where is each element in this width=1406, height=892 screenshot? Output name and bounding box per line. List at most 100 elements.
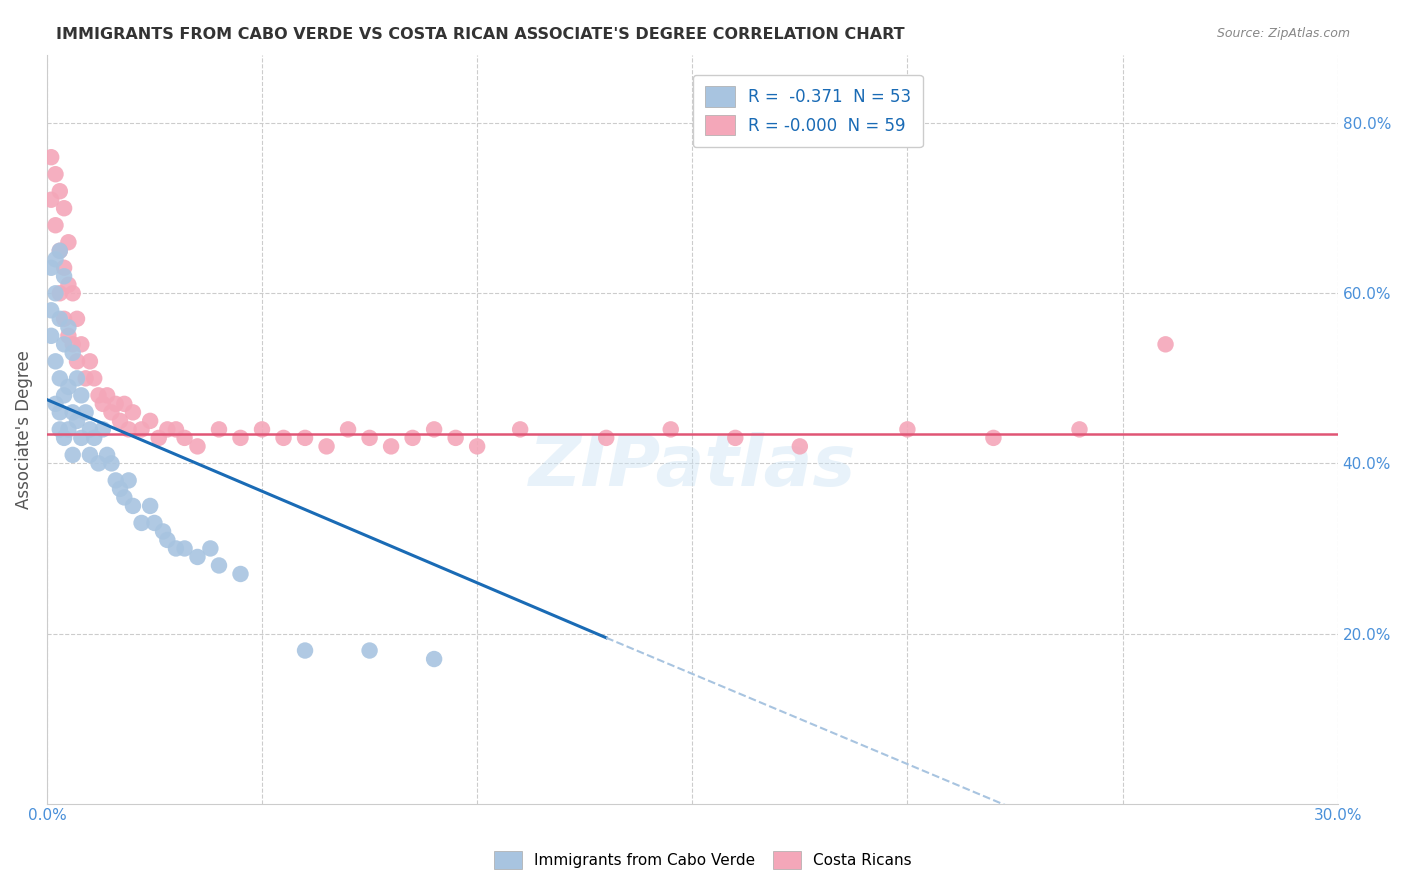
Point [156,533,179,547]
Text: ZIPatlas: ZIPatlas [529,433,856,501]
Point [108,414,131,428]
Point [49,244,72,258]
Point [143,516,166,530]
Point [62,286,84,301]
Point [250,422,273,436]
Point [75,405,97,419]
Point [44,397,66,411]
Point [595,431,617,445]
Point [58,235,80,250]
Point [91,397,114,411]
Point [39,303,62,318]
Point [79,448,101,462]
Point [39,328,62,343]
Point [465,439,488,453]
Point [96,448,118,462]
Point [359,431,381,445]
Point [49,244,72,258]
Point [91,422,114,436]
Point [208,422,231,436]
Point [789,439,811,453]
Point [337,422,360,436]
Point [39,150,62,164]
Point [423,652,446,666]
Point [983,431,1005,445]
Point [53,311,76,326]
Point [62,405,84,419]
Point [53,201,76,215]
Point [359,643,381,657]
Point [229,431,252,445]
Point [186,549,208,564]
Point [509,422,531,436]
Point [58,320,80,334]
Point [83,431,105,445]
Point [1154,337,1177,351]
Point [53,431,76,445]
Point [44,219,66,233]
Point [39,260,62,275]
Point [315,439,337,453]
Point [58,380,80,394]
Point [294,643,316,657]
Point [44,354,66,368]
Point [165,422,187,436]
Point [49,422,72,436]
Point [79,354,101,368]
Text: IMMIGRANTS FROM CABO VERDE VS COSTA RICAN ASSOCIATE'S DEGREE CORRELATION CHART: IMMIGRANTS FROM CABO VERDE VS COSTA RICA… [56,27,905,42]
Point [58,422,80,436]
Point [62,337,84,351]
Point [186,439,208,453]
Point [53,269,76,284]
Point [108,482,131,496]
Point [66,414,89,428]
Point [49,405,72,419]
Y-axis label: Associate's Degree: Associate's Degree [15,350,32,508]
Legend: R =  -0.371  N = 53, R = -0.000  N = 59: R = -0.371 N = 53, R = -0.000 N = 59 [693,75,922,147]
Point [66,354,89,368]
Point [104,474,127,488]
Point [117,422,139,436]
Point [53,337,76,351]
Point [152,524,174,539]
Point [208,558,231,573]
Point [70,337,93,351]
Point [58,328,80,343]
Point [131,516,153,530]
Point [49,184,72,198]
Point [401,431,423,445]
Point [444,431,467,445]
Point [44,167,66,181]
Point [49,286,72,301]
Point [139,414,162,428]
Point [49,311,72,326]
Point [165,541,187,556]
Point [87,457,110,471]
Point [122,499,145,513]
Point [117,474,139,488]
Point [229,566,252,581]
Point [173,541,195,556]
Point [273,431,295,445]
Point [53,260,76,275]
Point [70,388,93,402]
Point [1069,422,1091,436]
Point [100,457,122,471]
Point [104,397,127,411]
Point [62,346,84,360]
Point [148,431,170,445]
Point [131,422,153,436]
Point [173,431,195,445]
Point [100,405,122,419]
Legend: Immigrants from Cabo Verde, Costa Ricans: Immigrants from Cabo Verde, Costa Ricans [488,845,918,875]
Point [112,491,135,505]
Point [380,439,402,453]
Point [87,388,110,402]
Point [294,431,316,445]
Point [79,422,101,436]
Point [66,371,89,385]
Point [44,286,66,301]
Point [112,397,135,411]
Point [200,541,222,556]
Point [156,422,179,436]
